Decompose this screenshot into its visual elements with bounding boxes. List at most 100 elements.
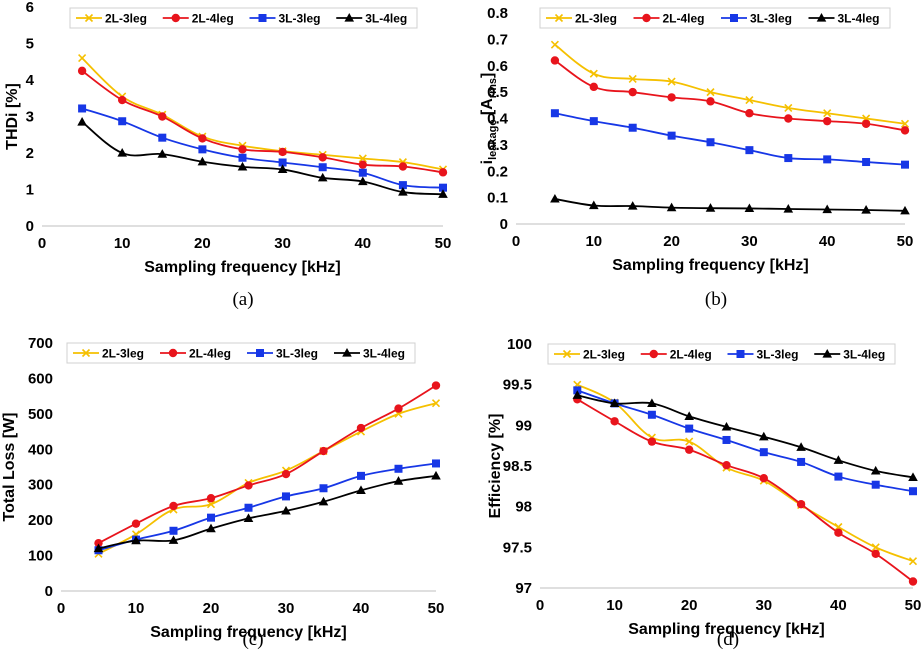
x-tick-label: 30 (741, 233, 758, 250)
data-point-2L-3leg (551, 41, 558, 48)
y-tick-label: 0.8 (487, 5, 508, 22)
x-tick-label: 20 (203, 600, 220, 617)
legend-marker-3L-3leg (256, 349, 264, 357)
data-point-3L-3leg (723, 436, 731, 444)
series-line-3L-4leg (555, 199, 905, 211)
data-point-3L-3leg (834, 473, 842, 481)
data-point-3L-3leg (760, 448, 768, 456)
y-axis-title: Efficiency [%] (487, 414, 504, 519)
legend-label: 2L-4leg (663, 12, 705, 26)
figure-caption: (d) (717, 629, 739, 650)
data-point-3L-4leg (77, 117, 87, 126)
series-2L-3leg (95, 400, 440, 558)
y-tick-label: 99 (515, 417, 532, 434)
y-tick-label: 0 (45, 583, 53, 600)
data-point-3L-3leg (239, 154, 247, 162)
series-line-2L-4leg (82, 71, 443, 172)
data-point-3L-3leg (901, 161, 909, 169)
y-tick-label: 500 (28, 406, 53, 423)
data-point-2L-4leg (784, 114, 792, 122)
data-point-3L-3leg (245, 504, 253, 512)
y-tick-label: 0.7 (487, 31, 508, 48)
data-point-3L-3leg (872, 481, 880, 489)
legend-marker-2L-4leg (169, 349, 177, 357)
legend-label: 2L-3leg (583, 348, 625, 362)
series-2L-3leg (551, 41, 908, 127)
y-tick-label: 700 (28, 335, 53, 352)
x-tick-label: 40 (354, 235, 371, 252)
data-point-2L-4leg (198, 134, 206, 142)
data-point-3L-3leg (359, 169, 367, 177)
y-tick-label: 99.5 (503, 377, 532, 394)
y-tick-label: 0 (500, 216, 508, 233)
legend-label: 3L-3leg (276, 347, 318, 361)
series-3L-3leg (551, 109, 909, 168)
data-point-2L-4leg (439, 168, 447, 176)
chart-d: 97 97.5 98 98.5 99 99.5 100 0 10 20 30 40 50 Sampling… (487, 336, 921, 650)
y-tick-label: 400 (28, 441, 53, 458)
figure: 01234560 10 20 30 40 50Sampling frequency [kH… (0, 0, 922, 656)
data-point-3L-3leg (707, 138, 715, 146)
chart-b: 00.10.20.30.40.50.60.70.80 10 20 30 40 50Samp… (479, 5, 913, 310)
data-point-3L-3leg (158, 134, 166, 142)
y-tick-label: 2 (26, 145, 34, 162)
series-3L-4leg (550, 194, 910, 214)
series-line-2L-4leg (99, 386, 437, 544)
data-point-3L-3leg (745, 146, 753, 154)
legend-label: 2L-4leg (192, 12, 234, 26)
x-tick-label: 20 (681, 597, 698, 614)
data-point-2L-4leg (278, 148, 286, 156)
legend-marker-2L-4leg (650, 350, 658, 358)
y-axis-title: THDi [%] (4, 83, 21, 150)
legend-label: 3L-3leg (750, 12, 792, 26)
data-point-2L-4leg (244, 481, 252, 489)
legend: 2L-3leg 2L-4leg 3L-3leg 3L-4leg (70, 8, 417, 28)
data-point-2L-4leg (685, 446, 693, 454)
x-tick-label: 50 (897, 233, 914, 250)
data-point-2L-3leg (79, 55, 86, 62)
data-point-3L-3leg (357, 472, 365, 480)
data-point-3L-3leg (629, 124, 637, 132)
series-line-3L-3leg (555, 113, 905, 164)
legend-label: 3L-4leg (363, 347, 405, 361)
y-axis-title-unit: [A (479, 98, 496, 120)
y-tick-label: 0.6 (487, 58, 508, 75)
legend-marker-3L-3leg (737, 350, 745, 358)
x-tick-label: 0 (57, 600, 65, 617)
data-point-2L-4leg (357, 424, 365, 432)
x-tick-label: 50 (435, 235, 452, 252)
x-tick-label: 40 (830, 597, 847, 614)
chart-c: 01002003004005006007000 10 20 30 40 50Samplin… (1, 335, 444, 650)
y-tick-label: 0.1 (487, 190, 508, 207)
y-tick-label: 100 (28, 548, 53, 565)
y-tick-label: 6 (26, 0, 34, 16)
legend-label: 3L-3leg (757, 348, 799, 362)
data-point-3L-3leg (551, 109, 559, 117)
data-point-2L-4leg (797, 500, 805, 508)
x-axis-title: Sampling frequency [kHz] (612, 257, 808, 274)
data-point-3L-3leg (668, 132, 676, 140)
figure-caption: (b) (705, 289, 727, 310)
series-2L-4leg (573, 395, 917, 586)
x-tick-label: 30 (278, 600, 295, 617)
data-point-3L-3leg (118, 117, 126, 125)
x-axis-title: Sampling frequency [kHz] (144, 259, 340, 276)
data-point-2L-3leg (590, 70, 597, 77)
legend-label: 2L-3leg (102, 347, 144, 361)
chart-a: 0 1 2 3 4 5 6 0 10 20 30 40 50 Sampling frequency [kH… (4, 0, 451, 310)
data-point-3L-3leg (648, 411, 656, 419)
y-tick-label: 1 (26, 182, 34, 199)
data-point-3L-3leg (320, 484, 328, 492)
series-line-2L-3leg (82, 58, 443, 169)
series-line-2L-3leg (555, 45, 905, 124)
data-point-2L-4leg (909, 577, 917, 585)
x-tick-label: 50 (428, 600, 445, 617)
legend-label: 2L-3leg (105, 12, 147, 26)
data-point-3L-3leg (395, 465, 403, 473)
y-tick-label: 3 (26, 109, 34, 126)
legend-label: 2L-3leg (575, 12, 617, 26)
x-tick-label: 10 (585, 233, 602, 250)
data-point-2L-4leg (78, 67, 86, 75)
data-point-2L-4leg (862, 120, 870, 128)
x-tick-label: 0 (38, 235, 46, 252)
